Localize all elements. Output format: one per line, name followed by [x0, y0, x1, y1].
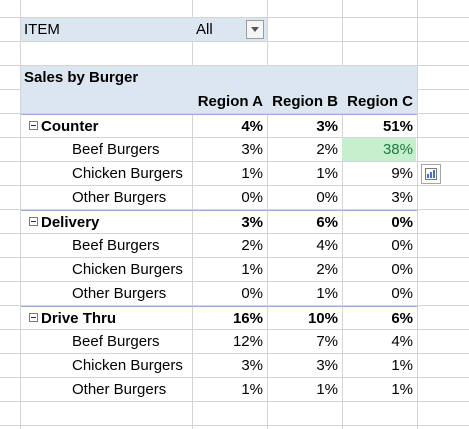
value-cell[interactable]: 1% — [316, 381, 338, 398]
pivot-item-row[interactable]: Chicken Burgers 1% 2% 0% — [21, 258, 417, 282]
pivot-header-background — [21, 66, 417, 113]
row-gridline — [0, 377, 469, 378]
value-cell[interactable]: 0% — [391, 285, 413, 302]
value-cell[interactable]: 0% — [316, 189, 338, 206]
chevron-down-icon — [251, 27, 259, 32]
row-label: Drive Thru — [41, 310, 117, 327]
value-cell[interactable]: 1% — [391, 381, 413, 398]
column-header-region-c[interactable]: Region C — [347, 93, 413, 110]
filter-cell-background — [21, 18, 267, 41]
value-cell[interactable]: 12% — [232, 333, 263, 350]
value-cell[interactable]: 16% — [232, 310, 263, 327]
value-cell[interactable]: 2% — [241, 237, 263, 254]
row-gridline — [0, 137, 469, 138]
value-cell[interactable]: 9% — [391, 165, 413, 182]
filter-dropdown-button[interactable] — [246, 20, 264, 39]
column-gridline — [192, 0, 193, 429]
value-cell[interactable]: 4% — [316, 237, 338, 254]
pivot-group-row[interactable]: Delivery 3% 6% 0% — [21, 210, 417, 234]
column-gridline — [417, 0, 418, 429]
row-gridline — [0, 41, 469, 42]
column-header-region-a[interactable]: Region A — [197, 93, 263, 110]
row-gridline — [0, 329, 469, 330]
row-label: Other Burgers — [72, 285, 167, 302]
column-gridline — [342, 0, 343, 429]
value-cell[interactable]: 38% — [382, 141, 413, 158]
selected-cell-highlight — [342, 138, 416, 161]
value-cell[interactable]: 6% — [316, 214, 338, 231]
minus-box-icon[interactable] — [29, 121, 38, 130]
pivot-item-row[interactable]: Beef Burgers 2% 4% 0% — [21, 234, 417, 258]
pivot-item-row[interactable]: Chicken Burgers 3% 3% 1% — [21, 354, 417, 378]
row-label: Counter — [41, 118, 99, 135]
value-cell[interactable]: 0% — [241, 285, 263, 302]
pivot-title: Sales by Burger — [24, 69, 139, 86]
value-cell[interactable]: 3% — [241, 357, 263, 374]
value-cell[interactable]: 1% — [241, 261, 263, 278]
value-cell[interactable]: 51% — [382, 118, 413, 135]
value-cell[interactable]: 10% — [307, 310, 338, 327]
value-cell[interactable]: 1% — [316, 285, 338, 302]
pivot-item-row[interactable]: Beef Burgers 12% 7% 4% — [21, 330, 417, 354]
quick-analysis-icon — [425, 168, 437, 180]
row-gridline — [0, 185, 469, 186]
column-header-region-b[interactable]: Region B — [272, 93, 338, 110]
value-cell[interactable]: 7% — [316, 333, 338, 350]
row-gridline — [0, 305, 469, 306]
value-cell[interactable]: 6% — [391, 310, 413, 327]
value-cell[interactable]: 1% — [241, 381, 263, 398]
filter-field-label: ITEM — [24, 21, 60, 38]
row-gridline — [0, 161, 469, 162]
pivot-group-row[interactable]: Counter 4% 3% 51% — [21, 114, 417, 138]
pivot-item-row[interactable]: Beef Burgers 3% 2% 38% — [21, 138, 417, 162]
value-cell[interactable]: 3% — [316, 118, 338, 135]
row-gridline — [0, 209, 469, 210]
minus-box-icon[interactable] — [29, 217, 38, 226]
pivot-item-row[interactable]: Other Burgers 0% 0% 3% — [21, 186, 417, 210]
row-label: Beef Burgers — [72, 333, 160, 350]
value-cell[interactable]: 3% — [241, 141, 263, 158]
value-cell[interactable]: 1% — [391, 357, 413, 374]
value-cell[interactable]: 2% — [316, 261, 338, 278]
value-cell[interactable]: 3% — [316, 357, 338, 374]
row-gridline — [0, 281, 469, 282]
row-gridline — [0, 425, 469, 426]
minus-box-icon[interactable] — [29, 313, 38, 322]
value-cell[interactable]: 1% — [241, 165, 263, 182]
row-label: Other Burgers — [72, 189, 167, 206]
row-label: Chicken Burgers — [72, 357, 183, 374]
pivot-item-row[interactable]: Other Burgers 1% 1% 1% — [21, 378, 417, 402]
value-cell[interactable]: 0% — [241, 189, 263, 206]
value-cell[interactable]: 0% — [391, 261, 413, 278]
row-gridline — [0, 65, 469, 66]
value-cell[interactable]: 4% — [241, 118, 263, 135]
value-cell[interactable]: 0% — [391, 214, 413, 231]
row-label: Delivery — [41, 214, 100, 231]
quick-analysis-button[interactable] — [421, 164, 441, 184]
row-label: Chicken Burgers — [72, 261, 183, 278]
row-label: Beef Burgers — [72, 141, 160, 158]
row-gridline — [0, 257, 469, 258]
column-gridline — [267, 0, 268, 429]
pivot-item-row[interactable]: Other Burgers 0% 1% 0% — [21, 282, 417, 306]
filter-field-value[interactable]: All — [196, 21, 213, 38]
pivot-item-row[interactable]: Chicken Burgers 1% 1% 9% — [21, 162, 417, 186]
value-cell[interactable]: 3% — [241, 214, 263, 231]
row-label: Chicken Burgers — [72, 165, 183, 182]
pivot-group-row[interactable]: Drive Thru 16% 10% 6% — [21, 306, 417, 330]
value-cell[interactable]: 0% — [391, 237, 413, 254]
column-gridline — [20, 0, 21, 429]
row-gridline — [0, 401, 469, 402]
value-cell[interactable]: 3% — [391, 189, 413, 206]
value-cell[interactable]: 1% — [316, 165, 338, 182]
row-label: Beef Burgers — [72, 237, 160, 254]
row-gridline — [0, 17, 469, 18]
row-label: Other Burgers — [72, 381, 167, 398]
row-gridline — [0, 353, 469, 354]
value-cell[interactable]: 4% — [391, 333, 413, 350]
row-gridline — [0, 113, 469, 114]
value-cell[interactable]: 2% — [316, 141, 338, 158]
row-gridline — [0, 233, 469, 234]
